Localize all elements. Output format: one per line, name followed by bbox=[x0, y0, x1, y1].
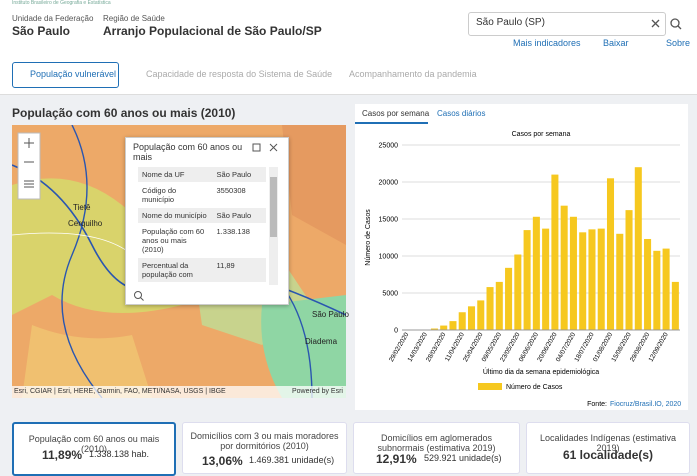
bar bbox=[449, 321, 456, 330]
card-title: Domicílios em aglomerados subnormais (es… bbox=[360, 433, 513, 453]
bar bbox=[440, 326, 447, 330]
bar bbox=[561, 206, 568, 330]
x-axis-title: Último dia da semana epidemiológica bbox=[483, 367, 599, 376]
bar bbox=[616, 234, 623, 330]
card-count: 1.338.138 hab. bbox=[89, 449, 149, 459]
card[interactable]: Domicílios em aglomerados subnormais (es… bbox=[353, 422, 520, 474]
bar bbox=[598, 229, 605, 330]
y-tick-label: 0 bbox=[394, 328, 398, 335]
bar bbox=[487, 287, 494, 330]
bar bbox=[588, 229, 595, 330]
card-percent: 12,91% bbox=[376, 452, 417, 466]
bar bbox=[514, 255, 521, 330]
bar bbox=[653, 251, 660, 330]
bar bbox=[533, 217, 540, 330]
card-title: Domicílios com 3 ou mais moradores por d… bbox=[189, 431, 340, 451]
bar bbox=[551, 175, 558, 330]
card-percent: 11,89% bbox=[42, 448, 82, 462]
y-tick-label: 25000 bbox=[379, 143, 399, 150]
y-tick-label: 15000 bbox=[379, 217, 399, 224]
bar bbox=[459, 312, 466, 330]
bar bbox=[644, 239, 651, 330]
card-count: 1.469.381 unidade(s) bbox=[249, 455, 334, 465]
bar bbox=[524, 230, 531, 330]
bar bbox=[672, 282, 679, 330]
source-label: Fonte: bbox=[587, 401, 607, 408]
y-tick-label: 10000 bbox=[379, 254, 399, 261]
card-percent: 13,06% bbox=[202, 454, 243, 468]
bar bbox=[505, 268, 512, 330]
bar bbox=[477, 300, 484, 330]
bar bbox=[542, 229, 549, 330]
body: Instituto Brasileiro de Geografia e Esta… bbox=[0, 0, 697, 465]
chart-title: Casos por semana bbox=[512, 131, 571, 138]
page: Painel {"header":{"institute":"Instituto… bbox=[0, 0, 697, 465]
y-tick-label: 5000 bbox=[382, 291, 398, 298]
bar bbox=[663, 249, 670, 330]
bar bbox=[635, 167, 642, 330]
bar bbox=[468, 306, 475, 330]
legend-label: Número de Casos bbox=[506, 384, 563, 391]
y-tick-label: 20000 bbox=[379, 180, 399, 187]
bar bbox=[570, 217, 577, 330]
x-tick-label: 12/09/2020 bbox=[647, 331, 670, 363]
y-axis-title: Número de Casos bbox=[365, 209, 372, 266]
legend-swatch bbox=[478, 383, 502, 390]
bar bbox=[607, 178, 614, 330]
bar bbox=[626, 210, 633, 330]
card-count: 61 localidade(s) bbox=[563, 448, 653, 462]
bar bbox=[496, 282, 503, 330]
chart: Casos por semana 0 5000 10000 15000 20000 2500… bbox=[0, 0, 697, 465]
bar bbox=[579, 232, 586, 330]
card-count: 529.921 unidade(s) bbox=[424, 453, 502, 463]
source: Fiocruz/Brasil.IO, 2020 bbox=[610, 401, 681, 408]
